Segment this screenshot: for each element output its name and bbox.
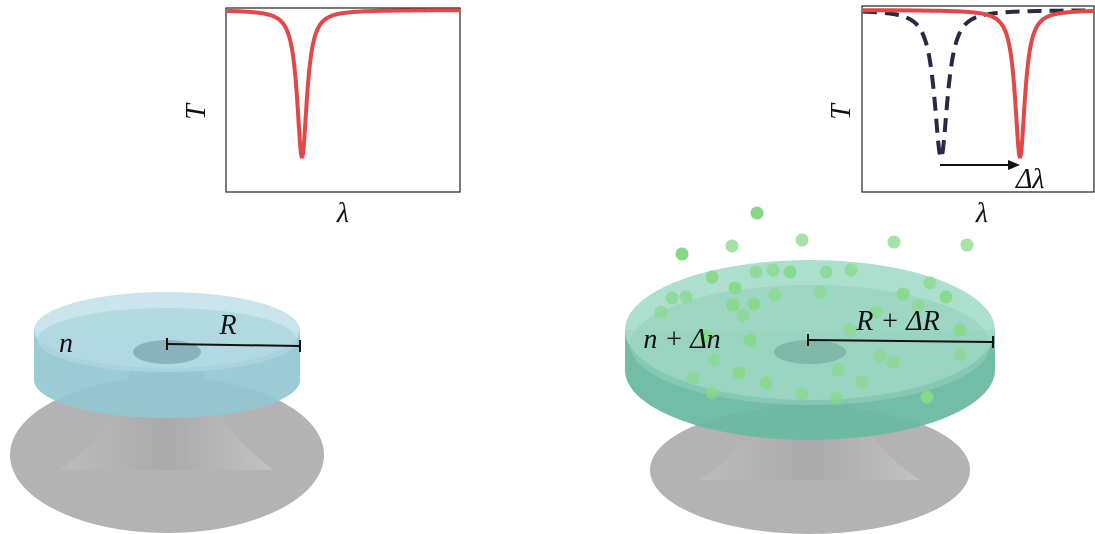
particle xyxy=(729,282,742,295)
particle xyxy=(814,286,827,299)
right-resonator xyxy=(625,260,995,534)
particle xyxy=(820,266,833,279)
index-label: n + Δn xyxy=(643,324,720,355)
right-plot: Δλ T λ xyxy=(826,6,1094,229)
particle xyxy=(676,248,689,261)
scene: T λ Δλ T λ R n R + xyxy=(0,0,1095,534)
particle xyxy=(767,264,780,277)
radius-label: R xyxy=(218,310,236,341)
particle xyxy=(874,350,887,363)
particle xyxy=(844,324,857,337)
particle xyxy=(954,324,967,337)
stem-top xyxy=(774,340,846,364)
particle xyxy=(897,288,910,301)
particle xyxy=(796,234,809,247)
particle xyxy=(940,291,953,304)
x-axis-label: λ xyxy=(336,198,349,229)
particle xyxy=(680,291,693,304)
particle xyxy=(706,271,719,284)
particle xyxy=(751,207,764,220)
index-label: n xyxy=(59,328,73,359)
shift-label: Δλ xyxy=(1015,164,1045,195)
particle xyxy=(924,277,937,290)
particle xyxy=(832,364,845,377)
y-axis-label: T xyxy=(181,102,212,120)
left-plot: T λ xyxy=(181,8,460,229)
particle xyxy=(748,298,761,311)
particle xyxy=(737,309,750,322)
particle xyxy=(666,292,679,305)
particle xyxy=(655,306,668,319)
radius-label: R + ΔR xyxy=(855,306,940,337)
particle xyxy=(830,392,843,405)
y-axis-label: T xyxy=(826,102,857,120)
particle xyxy=(726,240,739,253)
particle xyxy=(921,391,934,404)
left-resonator: R n xyxy=(10,292,324,533)
particle xyxy=(784,266,797,279)
particle xyxy=(769,289,782,302)
particle xyxy=(733,367,746,380)
x-axis-label: λ xyxy=(975,198,988,229)
particle xyxy=(750,266,763,279)
particle xyxy=(845,264,858,277)
particle xyxy=(856,376,869,389)
particle xyxy=(727,299,740,312)
particle xyxy=(796,388,809,401)
particle xyxy=(760,377,773,390)
particle xyxy=(708,354,721,367)
particle xyxy=(887,356,900,369)
particle xyxy=(954,348,967,361)
particle xyxy=(687,372,700,385)
particle xyxy=(888,236,901,249)
particle xyxy=(744,334,757,347)
particle xyxy=(706,387,719,400)
plot-frame xyxy=(226,8,460,192)
particle xyxy=(961,239,974,252)
